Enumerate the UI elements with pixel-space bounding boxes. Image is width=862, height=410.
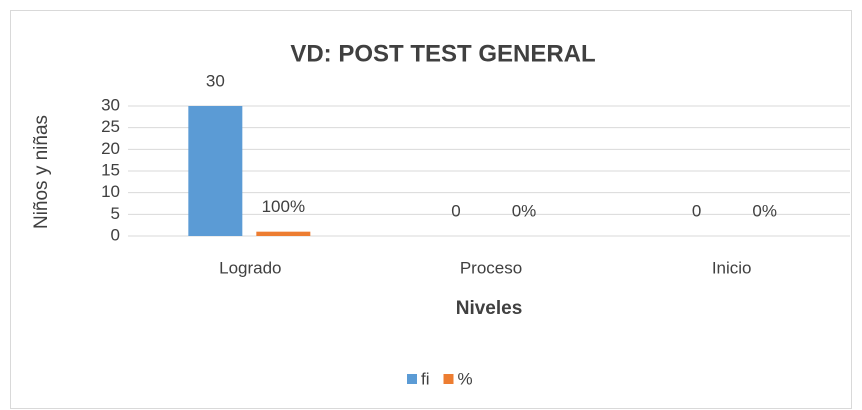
data-label: 0: [692, 201, 701, 220]
bar: [188, 106, 243, 236]
data-label: 30: [206, 71, 225, 90]
x-tick-label: Inicio: [712, 258, 752, 277]
y-tick-label: 20: [101, 139, 120, 158]
y-tick-label: 0: [111, 225, 120, 244]
legend-swatch: [407, 374, 417, 384]
y-axis-title: Niños y niñas: [31, 115, 52, 229]
x-tick-label: Logrado: [219, 258, 281, 277]
x-axis-title: Niveles: [456, 298, 523, 319]
x-tick-label: Proceso: [460, 258, 522, 277]
chart-title: VD: POST TEST GENERAL: [290, 40, 595, 67]
data-label: 0: [451, 201, 460, 220]
y-tick-label: 5: [111, 204, 120, 223]
y-tick-label: 10: [101, 182, 120, 201]
y-tick-label: 25: [101, 117, 120, 136]
data-label: 0%: [512, 201, 537, 220]
data-label: 100%: [262, 197, 305, 216]
y-tick-label: 30: [101, 95, 120, 114]
data-label: 0%: [752, 201, 777, 220]
legend-label: %: [458, 369, 473, 388]
legend-swatch: [443, 374, 454, 384]
legend-label: fi: [421, 369, 430, 388]
bar: [256, 231, 311, 236]
chart-border: [10, 10, 852, 409]
y-tick-label: 15: [101, 160, 120, 179]
